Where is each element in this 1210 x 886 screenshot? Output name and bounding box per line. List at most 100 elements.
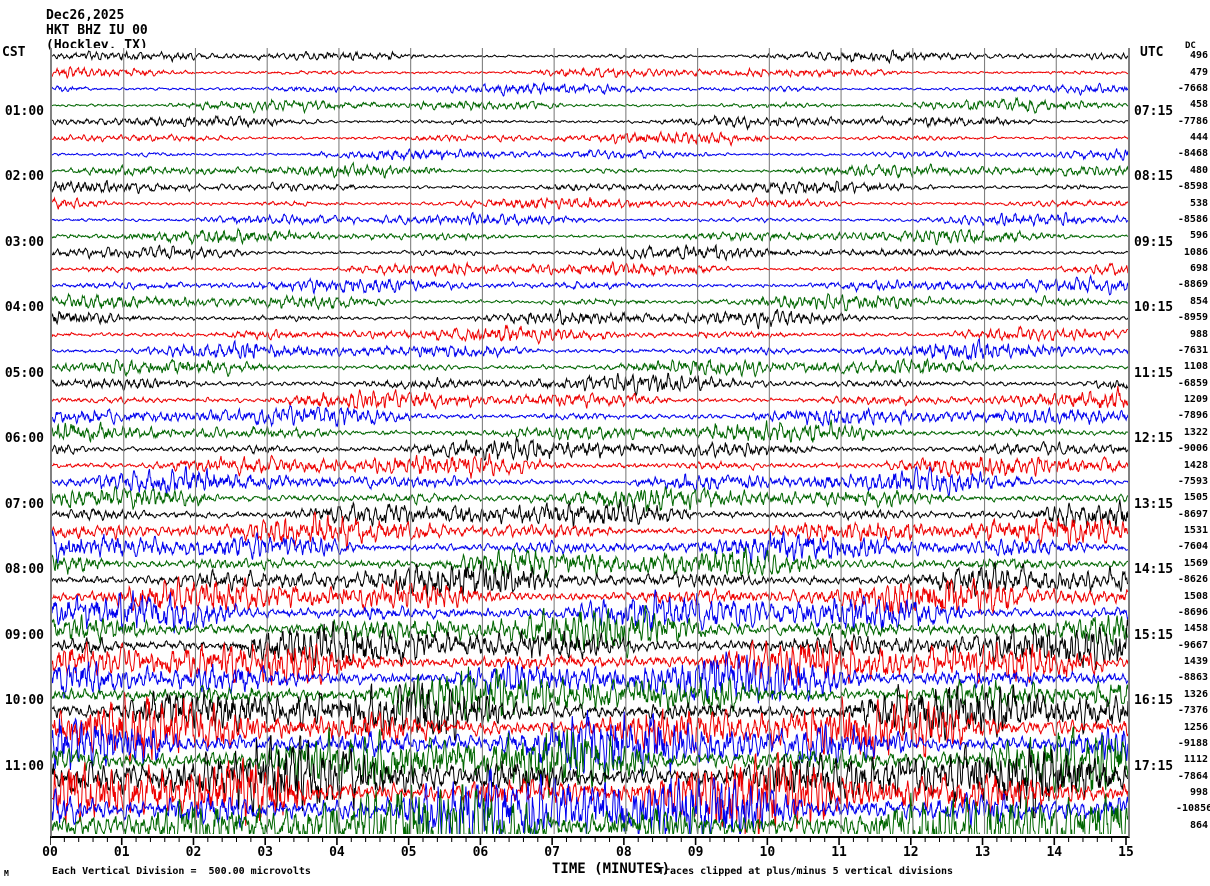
axis-label-dc: DC <box>1185 41 1196 51</box>
seismic-trace <box>52 576 1128 615</box>
x-tick-label: 04 <box>329 845 345 860</box>
right-time-label: 15:15 <box>1134 627 1174 643</box>
seismic-trace <box>52 260 1128 278</box>
seismic-trace <box>52 436 1128 461</box>
left-time-label: 06:00 <box>4 431 44 446</box>
seismic-trace <box>52 196 1128 210</box>
seismic-trace <box>52 292 1128 312</box>
seismic-trace <box>52 725 1128 798</box>
dc-value: -6859 <box>1177 377 1208 389</box>
dc-value: 1108 <box>1183 361 1208 373</box>
seismic-trace <box>52 589 1128 634</box>
seismic-trace <box>52 114 1128 131</box>
seismic-trace <box>52 404 1128 428</box>
seismic-trace <box>52 511 1128 551</box>
dc-value: -9188 <box>1177 737 1208 749</box>
x-axis-title: TIME (MINUTES) <box>552 861 671 877</box>
x-tick-label: 01 <box>113 845 130 860</box>
dc-value: -9006 <box>1177 443 1208 455</box>
dc-value: -7593 <box>1177 475 1208 487</box>
right-time-label: 10:15 <box>1134 300 1174 315</box>
seismic-trace <box>52 49 1128 65</box>
seismic-trace <box>52 243 1128 262</box>
seismic-trace <box>52 784 1128 834</box>
seismic-trace <box>52 337 1128 361</box>
x-tick-label: 15 <box>1118 845 1134 860</box>
x-tick-label: 13 <box>974 845 991 860</box>
left-time-label: 01:00 <box>4 103 44 119</box>
dc-value: -8863 <box>1177 672 1208 684</box>
seismic-trace <box>52 324 1128 346</box>
seismic-trace <box>52 307 1128 330</box>
seismic-trace <box>52 689 1128 763</box>
dc-value: 444 <box>1189 132 1208 144</box>
dc-value: -8696 <box>1177 606 1208 618</box>
seismic-trace <box>52 179 1128 195</box>
axis-label-utc: UTC <box>1140 45 1164 60</box>
x-tick-label: 02 <box>185 845 202 860</box>
x-tick-label: 03 <box>257 845 274 860</box>
dc-value: -10856 <box>1176 803 1210 815</box>
right-time-label: 16:15 <box>1134 693 1174 708</box>
x-tick-label: 12 <box>902 845 919 860</box>
dc-value: 1531 <box>1183 525 1208 537</box>
dc-value: 1256 <box>1183 721 1208 733</box>
dc-value: -8959 <box>1177 312 1208 324</box>
seismic-trace <box>52 637 1128 686</box>
dc-value: -8626 <box>1177 574 1208 586</box>
seismic-trace <box>52 419 1128 444</box>
dc-value: -8598 <box>1177 181 1208 193</box>
dc-value: 1209 <box>1183 394 1208 406</box>
seismic-trace <box>52 453 1128 479</box>
seismic-trace <box>52 485 1128 512</box>
right-time-label: 12:15 <box>1134 431 1174 446</box>
dc-value: 698 <box>1189 263 1208 275</box>
right-time-label: 11:15 <box>1134 365 1174 381</box>
x-tick-label: 10 <box>759 845 776 860</box>
right-time-label: 14:15 <box>1134 562 1174 577</box>
right-time-label: 17:15 <box>1134 758 1174 774</box>
dc-value: 1112 <box>1183 754 1208 766</box>
seismic-trace <box>52 680 1128 743</box>
left-time-label: 08:00 <box>4 562 44 577</box>
dc-value: 1428 <box>1183 459 1208 471</box>
dc-value: -7668 <box>1177 82 1208 94</box>
x-axis-ticks <box>50 836 1127 845</box>
x-tick-label: 06 <box>472 845 489 860</box>
axis-label-cst: CST <box>2 45 26 60</box>
dc-value: 1508 <box>1183 590 1208 602</box>
dc-value: -7631 <box>1177 344 1208 356</box>
seismic-trace <box>52 710 1128 783</box>
left-time-label: 04:00 <box>4 300 44 315</box>
seismic-trace <box>52 227 1128 246</box>
seismic-trace <box>52 499 1128 530</box>
seismic-trace <box>52 81 1128 97</box>
right-time-label: 09:15 <box>1134 234 1174 250</box>
header-date: Dec26,2025 <box>46 8 125 23</box>
dc-value: 496 <box>1189 50 1208 62</box>
dc-value: 458 <box>1189 99 1208 111</box>
clip-note: Traces clipped at plus/minus 5 vertical … <box>658 866 954 877</box>
seismic-trace <box>52 619 1128 671</box>
dc-value: 998 <box>1189 787 1208 799</box>
dc-value: -7864 <box>1177 770 1208 782</box>
seismic-trace <box>52 465 1128 497</box>
right-time-label: 08:15 <box>1134 169 1174 184</box>
dc-value: 988 <box>1189 328 1208 340</box>
dc-value: -8869 <box>1177 279 1208 291</box>
seismic-trace <box>52 130 1128 147</box>
dc-value: -7896 <box>1177 410 1208 422</box>
seismic-trace <box>52 372 1128 397</box>
seismic-trace <box>52 273 1128 296</box>
seismic-trace <box>52 734 1128 819</box>
dc-value: -8586 <box>1177 213 1208 225</box>
seismic-trace <box>52 211 1128 228</box>
seismic-trace <box>52 65 1128 80</box>
header-station: HKT BHZ IU 00 <box>46 23 148 38</box>
x-tick-label: 11 <box>831 845 847 860</box>
left-time-label: 09:00 <box>4 627 44 643</box>
dc-value: 596 <box>1189 230 1208 242</box>
seismic-trace <box>52 666 1128 724</box>
dc-value: 854 <box>1189 295 1208 307</box>
scale-note: Each Vertical Division = 500.00 microvol… <box>52 866 311 877</box>
